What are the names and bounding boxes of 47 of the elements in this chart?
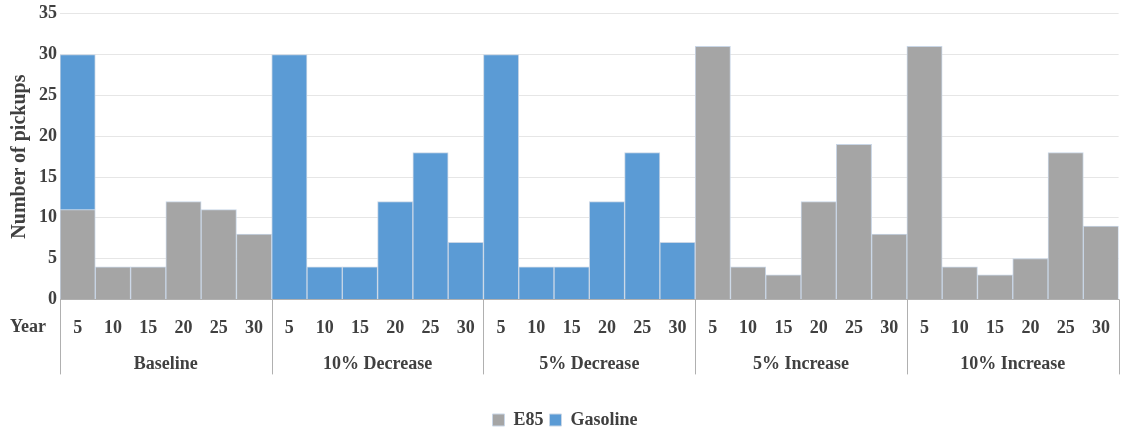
text: Baseline (133, 353, 198, 374)
x-tick-label: 30 (880, 316, 899, 337)
x-tick-label: 25 (844, 316, 863, 337)
x-tick-label: 25 (633, 316, 652, 337)
x-tick-label: 5 (284, 316, 294, 337)
text: 5% Increase (752, 353, 850, 374)
text: 10% Increase (960, 353, 1066, 374)
x-tick-label: 25 (421, 316, 440, 337)
x-tick-label: 5 (708, 316, 718, 337)
x-tick-label: 15 (774, 316, 793, 337)
y-tick-label: 35 (39, 2, 57, 23)
text: 10% Decrease (323, 353, 433, 374)
x-tick-label: 5 (920, 316, 930, 337)
text: 5% Decrease (539, 353, 640, 374)
x-tick-label: 30 (668, 316, 687, 337)
x-tick-label: 15 (986, 316, 1005, 337)
x-tick-label: 10 (950, 316, 969, 337)
x-tick-label: 25 (209, 316, 228, 337)
x-tick-label: 5 (73, 316, 83, 337)
legend-label: Gasoline (570, 408, 638, 429)
y-tick-label: 0 (48, 288, 57, 309)
x-tick-label: 15 (562, 316, 581, 337)
x-tick-label: 15 (350, 316, 369, 337)
y-tick-label: 25 (39, 84, 57, 105)
x-tick-label: 25 (1056, 316, 1075, 337)
x-tick-label: 10 (527, 316, 546, 337)
x-tick-label: 20 (386, 316, 405, 337)
legend-label: E85 (513, 408, 544, 429)
y-axis-title: Number of pickups (7, 74, 31, 239)
y-tick-label: 30 (39, 43, 57, 64)
x-tick-label: 20 (597, 316, 616, 337)
x-tick-label: 10 (739, 316, 758, 337)
y-tick-label: 10 (39, 206, 57, 227)
x-tick-label: 30 (1091, 316, 1110, 337)
x-tick-label: 10 (103, 316, 122, 337)
x-tick-label: 20 (174, 316, 193, 337)
x-tick-label: 30 (245, 316, 264, 337)
x-axis-title: Year (10, 316, 46, 337)
y-tick-label: 5 (48, 247, 57, 268)
x-tick-label: 20 (809, 316, 828, 337)
y-tick-label: 15 (39, 165, 57, 186)
x-tick-label: 5 (496, 316, 506, 337)
x-tick-label: 30 (456, 316, 475, 337)
x-tick-label: 10 (315, 316, 334, 337)
x-tick-label: 20 (1021, 316, 1040, 337)
y-tick-label: 20 (39, 124, 57, 145)
x-tick-label: 15 (139, 316, 158, 337)
